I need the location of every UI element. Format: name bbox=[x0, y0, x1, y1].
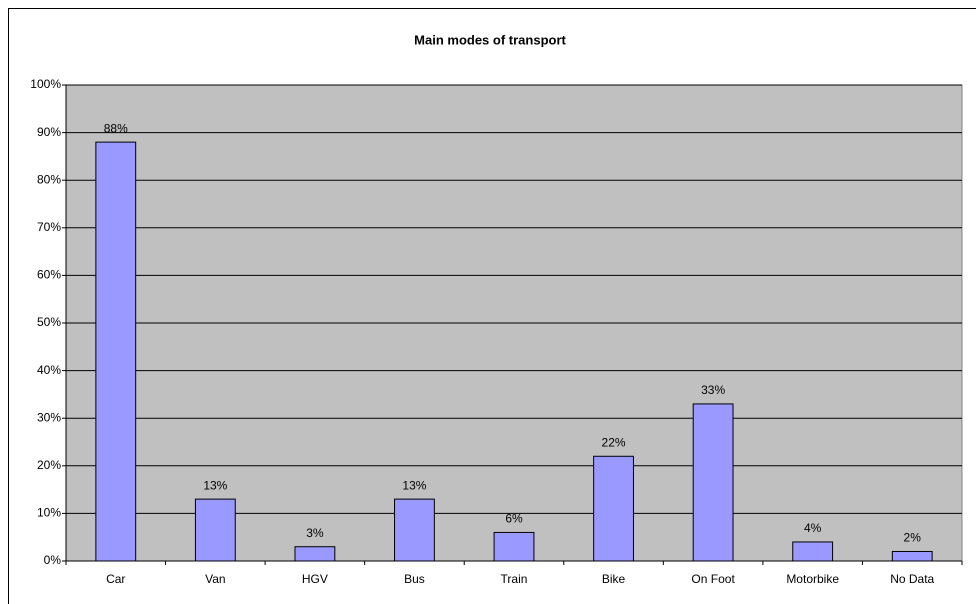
x-tick-label: Bike bbox=[602, 572, 626, 586]
x-tick-label: Train bbox=[501, 572, 528, 586]
y-tick-label: 90% bbox=[37, 125, 61, 139]
x-tick-label: On Foot bbox=[691, 572, 735, 586]
y-tick-label: 0% bbox=[44, 553, 62, 567]
y-tick-label: 30% bbox=[37, 410, 61, 424]
bar bbox=[891, 550, 933, 562]
x-tick-label: HGV bbox=[302, 572, 328, 586]
data-label: 6% bbox=[505, 512, 523, 526]
bar bbox=[792, 541, 834, 562]
bar bbox=[95, 141, 137, 562]
y-tick-label: 40% bbox=[37, 363, 61, 377]
data-label: 13% bbox=[402, 478, 426, 492]
x-tick-label: Car bbox=[106, 572, 125, 586]
data-label: 33% bbox=[701, 383, 725, 397]
x-tick-label: Bus bbox=[404, 572, 425, 586]
data-label: 13% bbox=[203, 478, 227, 492]
y-tick-label: 10% bbox=[37, 506, 61, 520]
x-tick-label: Van bbox=[205, 572, 225, 586]
y-tick-label: 100% bbox=[30, 77, 61, 91]
x-tick-label: No Data bbox=[890, 572, 934, 586]
y-tick-label: 70% bbox=[37, 220, 61, 234]
bar bbox=[692, 403, 734, 562]
bar bbox=[593, 455, 634, 562]
y-tick-label: 20% bbox=[37, 458, 61, 472]
data-label: 2% bbox=[904, 531, 922, 545]
data-label: 4% bbox=[804, 521, 822, 535]
chart-title: Main modes of transport bbox=[414, 32, 566, 47]
y-tick-label: 60% bbox=[37, 268, 61, 282]
x-tick-label: Motorbike bbox=[786, 572, 839, 586]
bar bbox=[294, 546, 336, 562]
y-tick-label: 80% bbox=[37, 172, 61, 186]
bar bbox=[394, 498, 435, 562]
y-tick-label: 50% bbox=[37, 315, 61, 329]
data-label: 3% bbox=[306, 526, 324, 540]
bar bbox=[493, 531, 535, 562]
bar bbox=[194, 498, 236, 562]
data-label: 88% bbox=[104, 121, 128, 135]
data-label: 22% bbox=[602, 435, 626, 449]
